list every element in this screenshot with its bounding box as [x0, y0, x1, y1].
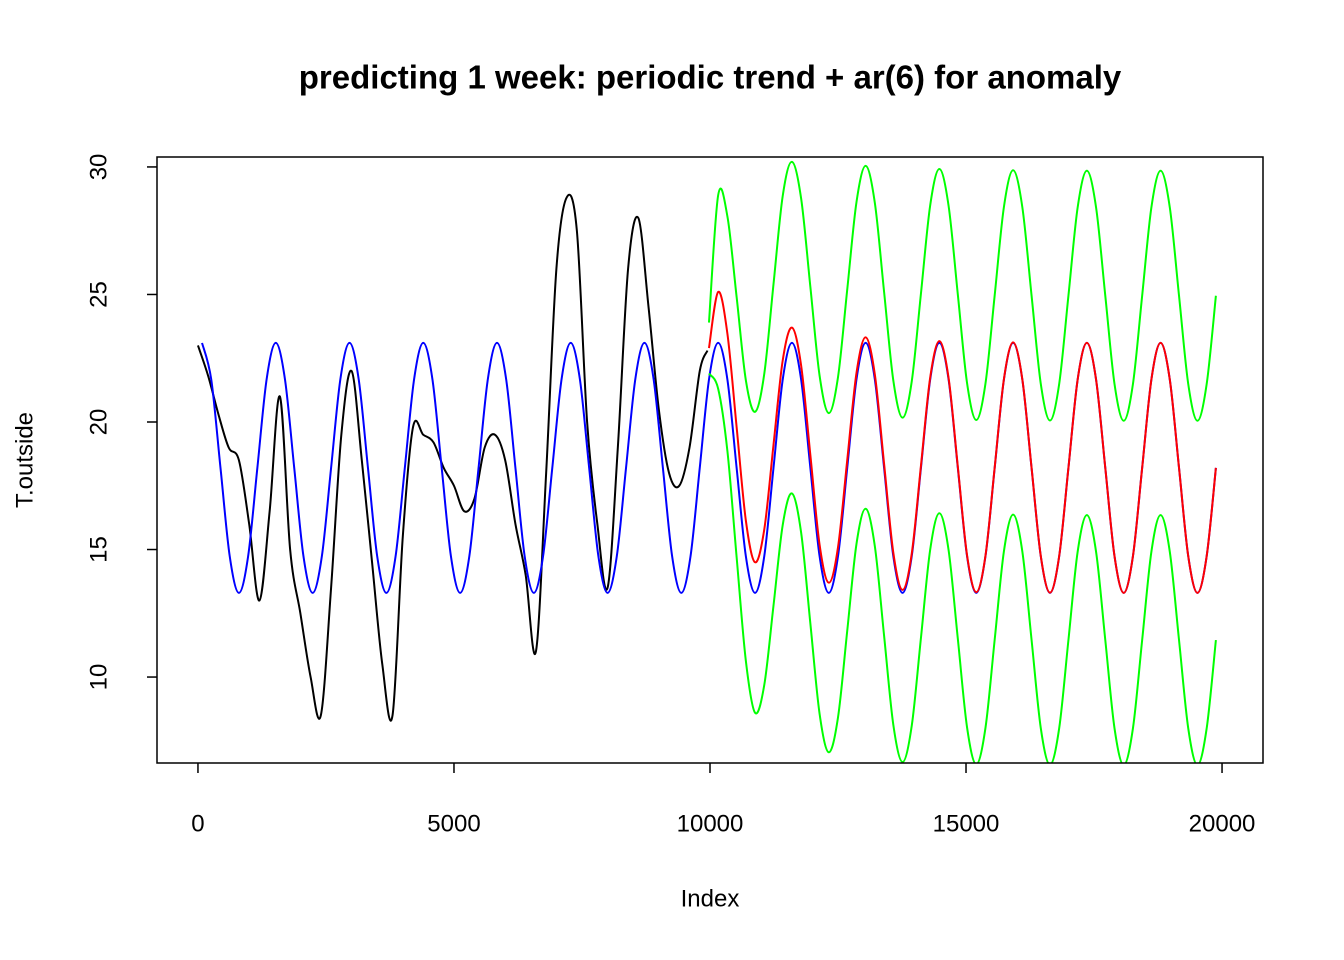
- x-tick-label: 20000: [1189, 810, 1256, 837]
- x-axis-label: Index: [681, 885, 740, 912]
- y-tick-label: 25: [85, 281, 112, 308]
- x-tick-label: 5000: [427, 810, 480, 837]
- chart-title: predicting 1 week: periodic trend + ar(6…: [299, 59, 1122, 96]
- x-tick-label: 15000: [933, 810, 1000, 837]
- x-tick-label: 0: [191, 810, 204, 837]
- y-axis-label: T.outside: [11, 412, 38, 508]
- y-tick-label: 20: [85, 409, 112, 436]
- y-tick-label: 30: [85, 154, 112, 181]
- x-tick-label: 10000: [677, 810, 744, 837]
- series-line: [707, 160, 1217, 422]
- y-tick-label: 15: [85, 536, 112, 563]
- y-tick-label: 10: [85, 664, 112, 691]
- series-line: [707, 290, 1217, 594]
- series-line: [197, 193, 709, 722]
- plot-area: [197, 160, 1217, 763]
- series-line: [708, 372, 1217, 763]
